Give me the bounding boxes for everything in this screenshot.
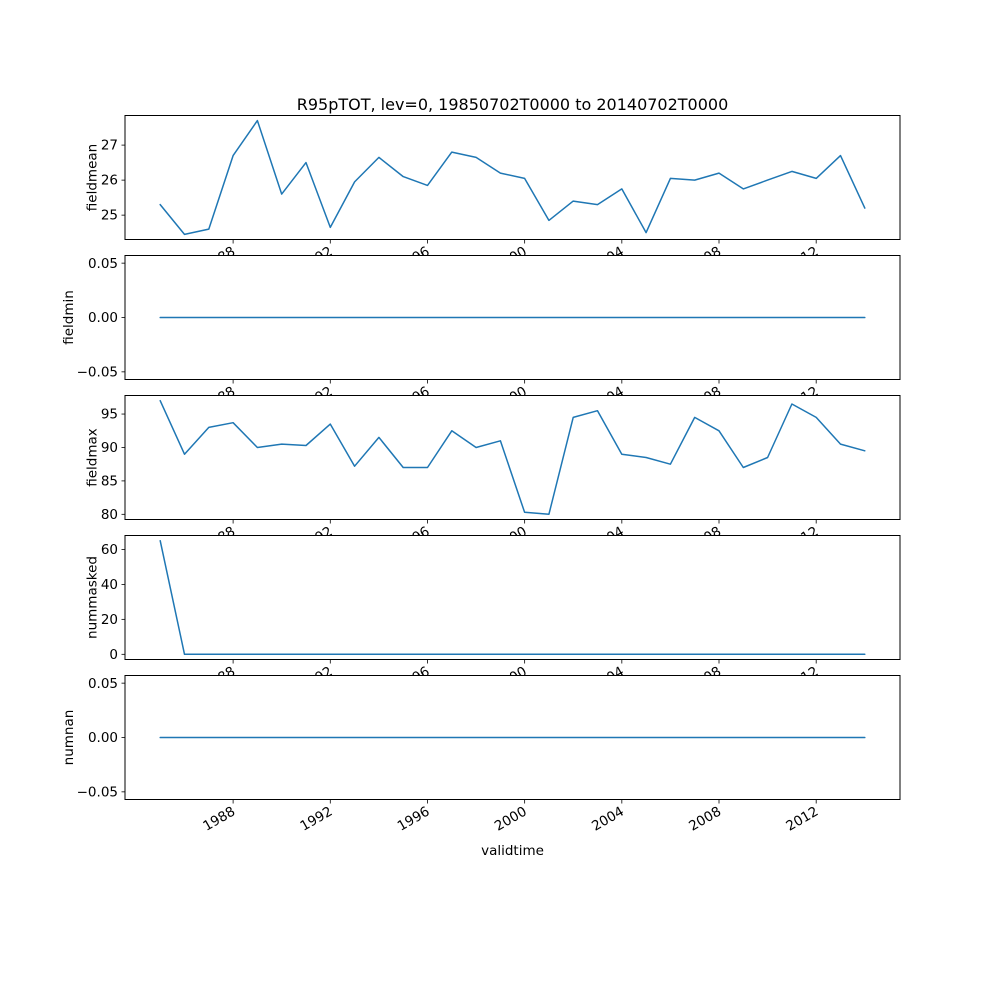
y-tick-label: 0.05 <box>88 256 118 272</box>
y-tick-label: 0.00 <box>88 310 118 326</box>
axes-frame <box>124 535 901 660</box>
x-tick-label: 1996 <box>395 664 433 675</box>
x-tick-label: 1988 <box>200 244 238 255</box>
x-tick-label: 2008 <box>686 664 724 675</box>
y-tick-label: 26 <box>101 173 118 189</box>
x-tick-label: 2012 <box>783 804 821 835</box>
y-tick-label: 95 <box>101 407 118 423</box>
y-axis-title-fieldmean: fieldmean <box>84 144 100 211</box>
y-tick-label: 90 <box>101 440 118 456</box>
axes-frame <box>124 115 901 240</box>
x-tick-label: 2000 <box>492 664 530 675</box>
x-tick-label: 2008 <box>686 384 724 395</box>
y-axis-title-fieldmin: fieldmin <box>61 290 77 345</box>
y-tick-label: 0.00 <box>88 730 118 746</box>
y-tick-label: −0.05 <box>77 364 118 380</box>
x-tick-label: 1996 <box>395 524 433 535</box>
chart-title: R95pTOT, lev=0, 19850702T0000 to 2014070… <box>296 95 729 114</box>
x-tick-label: 1992 <box>298 804 336 835</box>
x-tick-label: 2000 <box>492 524 530 535</box>
x-axis-label: validtime <box>481 843 544 859</box>
fieldmax-line <box>159 399 866 516</box>
x-tick-label: 1996 <box>395 384 433 395</box>
y-axis-title-numnan: numnan <box>61 710 77 766</box>
x-tick-label: 2000 <box>492 384 530 395</box>
x-tick-label: 1988 <box>200 664 238 675</box>
x-tick-label: 1988 <box>200 524 238 535</box>
x-tick-label: 1992 <box>298 384 336 395</box>
y-axis-title-fieldmax: fieldmax <box>84 428 100 487</box>
x-tick-label: 2004 <box>589 384 627 395</box>
y-tick-label: 27 <box>101 138 118 154</box>
nummasked-line <box>159 539 866 656</box>
y-tick-label: 60 <box>101 542 118 558</box>
x-tick-label: 2000 <box>492 244 530 255</box>
y-tick-label: 25 <box>101 208 118 224</box>
subplot-nummasked: 0 20 40 60 1988 1992 1996 2000 2004 2008 2012 numma… <box>84 535 901 675</box>
x-tick-label: 2008 <box>686 524 724 535</box>
x-tick-label: 2012 <box>783 244 821 255</box>
y-tick-label: 0 <box>109 647 118 663</box>
y-tick-label: 85 <box>101 473 118 489</box>
x-tick-label: 2000 <box>492 804 530 835</box>
x-tick-label: 1996 <box>395 804 433 835</box>
axes-frame <box>124 395 901 520</box>
x-tick-label: 1992 <box>298 244 336 255</box>
subplot-fieldmean: 25 26 27 1988 1992 1996 2000 2004 2008 2012 fieldm… <box>84 115 901 255</box>
y-tick-label: 40 <box>101 577 118 593</box>
x-tick-label: 2012 <box>783 524 821 535</box>
x-tick-label: 2004 <box>589 244 627 255</box>
x-tick-label: 1992 <box>298 664 336 675</box>
y-tick-label: 20 <box>101 612 118 628</box>
x-tick-label: 2004 <box>589 804 627 835</box>
subplot-fieldmin: −0.05 0.00 0.05 1988 1992 1996 2000 2004 2008 201… <box>61 255 901 395</box>
fieldmean-line <box>159 119 866 236</box>
x-tick-label: 2012 <box>783 664 821 675</box>
x-tick-label: 1988 <box>200 804 238 835</box>
x-tick-label: 2004 <box>589 524 627 535</box>
y-tick-label: 0.05 <box>88 676 118 692</box>
x-tick-label: 2004 <box>589 664 627 675</box>
x-tick-label: 2008 <box>686 244 724 255</box>
y-tick-label: −0.05 <box>77 784 118 800</box>
x-tick-label: 1992 <box>298 524 336 535</box>
x-tick-label: 1996 <box>395 244 433 255</box>
x-tick-label: 1988 <box>200 384 238 395</box>
subplot-fieldmax: 80 85 90 95 1988 1992 1996 2000 2004 2008 2012 fiel… <box>84 395 901 535</box>
y-axis-title-nummasked: nummasked <box>84 556 100 639</box>
x-tick-label: 2012 <box>783 384 821 395</box>
x-tick-label: 2008 <box>686 804 724 835</box>
y-tick-label: 80 <box>101 507 118 523</box>
subplot-numnan: −0.05 0.00 0.05 1988 1992 1996 2000 2004 2008 201… <box>61 675 901 835</box>
